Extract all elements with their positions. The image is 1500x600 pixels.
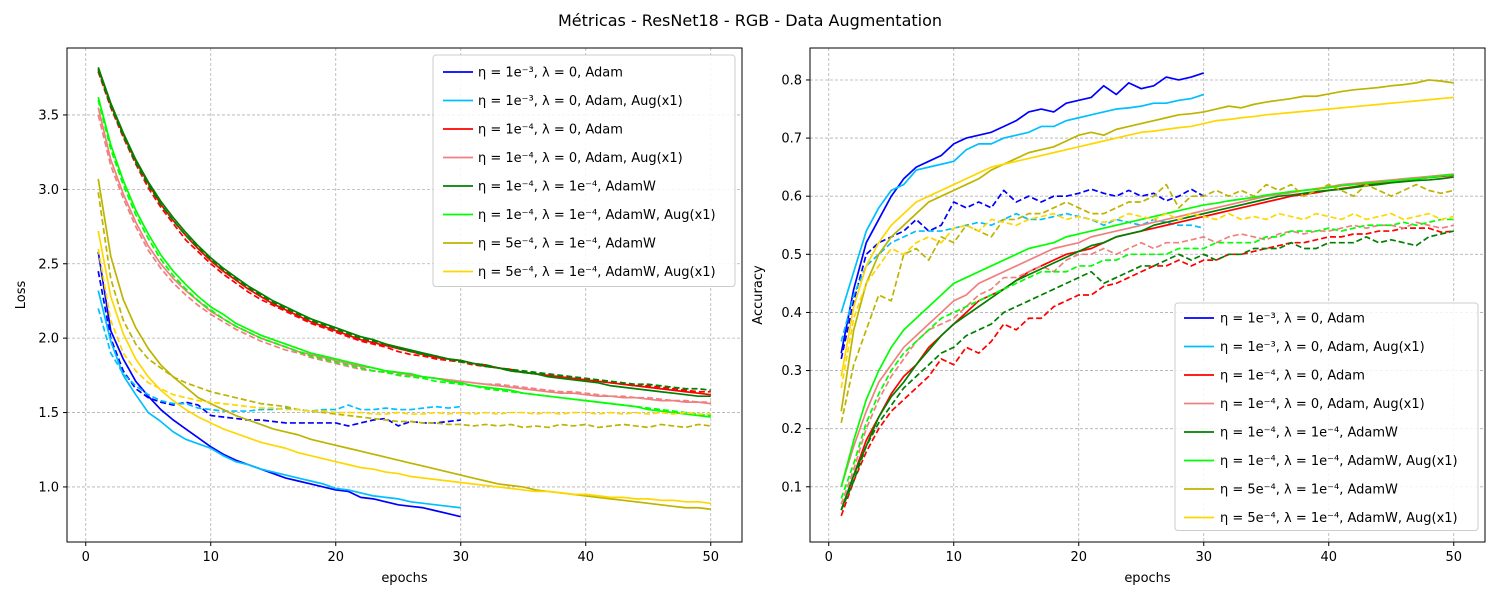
loss-series-15-dashed-line <box>97 248 711 415</box>
accuracy-axes-frame <box>809 47 1486 543</box>
accuracy-series-11-dashed-line <box>840 218 1454 499</box>
loss-y-tick-label: 1.0 <box>38 480 59 495</box>
loss-legend-frame <box>432 54 736 287</box>
loss-x-tick-label: 40 <box>577 550 594 565</box>
accuracy-y-tick-label: 0.1 <box>781 480 802 495</box>
loss-ticks: 0 10 20 30 40 50 1.0 1.5 2.0 2.5 3.0 3.5 <box>38 108 719 565</box>
loss-series-4-solid-line <box>97 68 711 396</box>
loss-series-10-solid-line <box>97 96 711 418</box>
accuracy-x-tick-label: 30 <box>1195 550 1212 565</box>
loss-series-14-solid-line <box>97 230 711 505</box>
accuracy-legend-label: η = 1e⁻⁴, λ = 0, Adam <box>1220 369 1365 384</box>
accuracy-legend: η = 1e⁻³, λ = 0, Adam η = 1e⁻³, λ = 0, Ad… <box>1174 302 1479 531</box>
loss-x-tick-label: 0 <box>82 550 90 565</box>
accuracy-y-tick-label: 0.5 <box>781 248 802 263</box>
loss-series-0-solid-line <box>97 251 461 518</box>
accuracy-x-tick-label: 50 <box>1445 550 1462 565</box>
loss-legend-label: η = 5e⁻⁴, λ = 1e⁻⁴, AdamW, Aug(x1) <box>478 265 716 280</box>
loss-legend-label: η = 1e⁻⁴, λ = 1e⁻⁴, AdamW <box>478 180 656 195</box>
accuracy-legend-label: η = 5e⁻⁴, λ = 1e⁻⁴, AdamW, Aug(x1) <box>1220 511 1458 526</box>
loss-legend-label: η = 5e⁻⁴, λ = 1e⁻⁴, AdamW <box>478 237 656 252</box>
loss-series-5-dashed-line <box>97 71 711 393</box>
loss-series-11-dashed-line <box>97 99 711 417</box>
loss-legend-label: η = 1e⁻⁴, λ = 0, Adam <box>478 123 623 138</box>
accuracy-x-tick-label: 40 <box>1320 550 1337 565</box>
accuracy-series-13-dashed-line <box>840 183 1454 424</box>
accuracy-series-15-dashed-line <box>840 212 1454 389</box>
accuracy-series-1-dashed-line <box>840 188 1205 360</box>
loss-series-9-dashed-line <box>97 70 711 392</box>
accuracy-y-tick-label: 0.3 <box>781 364 802 379</box>
loss-series-8-solid-line <box>97 67 711 398</box>
loss-y-tick-label: 3.0 <box>38 183 59 198</box>
loss-y-tick-label: 1.5 <box>38 406 59 421</box>
accuracy-series-5-dashed-line <box>840 227 1454 517</box>
accuracy-x-tick-label: 0 <box>825 550 833 565</box>
accuracy-y-tick-label: 0.4 <box>781 306 802 321</box>
accuracy-series-2-solid-line <box>840 93 1205 313</box>
loss-series-12-solid-line <box>97 178 711 511</box>
loss-x-tick-label: 30 <box>452 550 469 565</box>
loss-legend-label: η = 1e⁻⁴, λ = 1e⁻⁴, AdamW, Aug(x1) <box>478 208 716 223</box>
loss-plot-area <box>97 67 711 518</box>
loss-legend-label: η = 1e⁻⁴, λ = 0, Adam, Aug(x1) <box>478 151 683 166</box>
accuracy-series-7-dashed-line <box>840 221 1454 505</box>
accuracy-legend-label: η = 1e⁻³, λ = 0, Adam, Aug(x1) <box>1220 340 1425 355</box>
accuracy-ticks: 0 10 20 30 40 50 0.1 0.2 0.3 0.4 0.5 0.6 0.7 0.8 <box>781 73 1462 565</box>
loss-y-axis-label: Loss <box>14 281 29 310</box>
loss-legend-label: η = 1e⁻³, λ = 0, Adam <box>478 66 623 81</box>
accuracy-y-tick-label: 0.7 <box>781 132 802 147</box>
loss-x-axis-label: epochs <box>381 571 428 586</box>
loss-series-1-dashed-line <box>97 271 461 427</box>
figure-title: Métricas - ResNet18 - RGB - Data Augment… <box>558 11 942 30</box>
accuracy-x-tick-label: 10 <box>945 550 962 565</box>
accuracy-legend-label: η = 1e⁻⁴, λ = 1e⁻⁴, AdamW <box>1220 426 1398 441</box>
loss-x-tick-label: 20 <box>327 550 344 565</box>
accuracy-y-axis-label: Accuracy <box>751 265 766 325</box>
accuracy-plot-area <box>840 72 1454 517</box>
accuracy-y-tick-label: 0.6 <box>781 190 802 205</box>
loss-series-13-dashed-line <box>97 192 711 429</box>
accuracy-legend-frame <box>1174 302 1479 531</box>
accuracy-legend-label: η = 5e⁻⁴, λ = 1e⁻⁴, AdamW <box>1220 483 1398 498</box>
accuracy-series-9-dashed-line <box>840 230 1454 511</box>
accuracy-x-tick-label: 20 <box>1070 550 1087 565</box>
accuracy-legend-label: η = 1e⁻⁴, λ = 0, Adam, Aug(x1) <box>1220 397 1425 412</box>
loss-axes-frame <box>66 47 743 543</box>
accuracy-legend-label: η = 1e⁻³, λ = 0, Adam <box>1220 312 1365 327</box>
accuracy-x-axis-label: epochs <box>1124 571 1171 586</box>
loss-x-tick-label: 50 <box>702 550 719 565</box>
accuracy-y-tick-label: 0.8 <box>781 73 802 88</box>
accuracy-panel: 0 10 20 30 40 50 0.1 0.2 0.3 0.4 0.5 0.6 0.7 0.8 epoc… <box>751 47 1486 586</box>
loss-x-tick-label: 10 <box>202 550 219 565</box>
loss-legend: η = 1e⁻³, λ = 0, Adam η = 1e⁻³, λ = 0, Ad… <box>432 54 736 287</box>
loss-y-tick-label: 2.5 <box>38 257 59 272</box>
accuracy-series-12-solid-line <box>840 79 1454 412</box>
accuracy-series-0-solid-line <box>840 72 1205 354</box>
loss-panel: 0 10 20 30 40 50 1.0 1.5 2.0 2.5 3.0 3.5 epochs Los… <box>14 47 743 586</box>
loss-y-tick-label: 2.0 <box>38 332 59 347</box>
accuracy-series-8-solid-line <box>840 176 1454 511</box>
loss-legend-label: η = 1e⁻³, λ = 0, Adam, Aug(x1) <box>478 94 683 109</box>
accuracy-y-tick-label: 0.2 <box>781 422 802 437</box>
accuracy-series-14-solid-line <box>840 96 1454 377</box>
loss-series-2-solid-line <box>97 290 461 509</box>
loss-y-tick-label: 3.5 <box>38 108 59 123</box>
accuracy-series-6-solid-line <box>840 173 1454 488</box>
accuracy-legend-label: η = 1e⁻⁴, λ = 1e⁻⁴, AdamW, Aug(x1) <box>1220 454 1458 469</box>
